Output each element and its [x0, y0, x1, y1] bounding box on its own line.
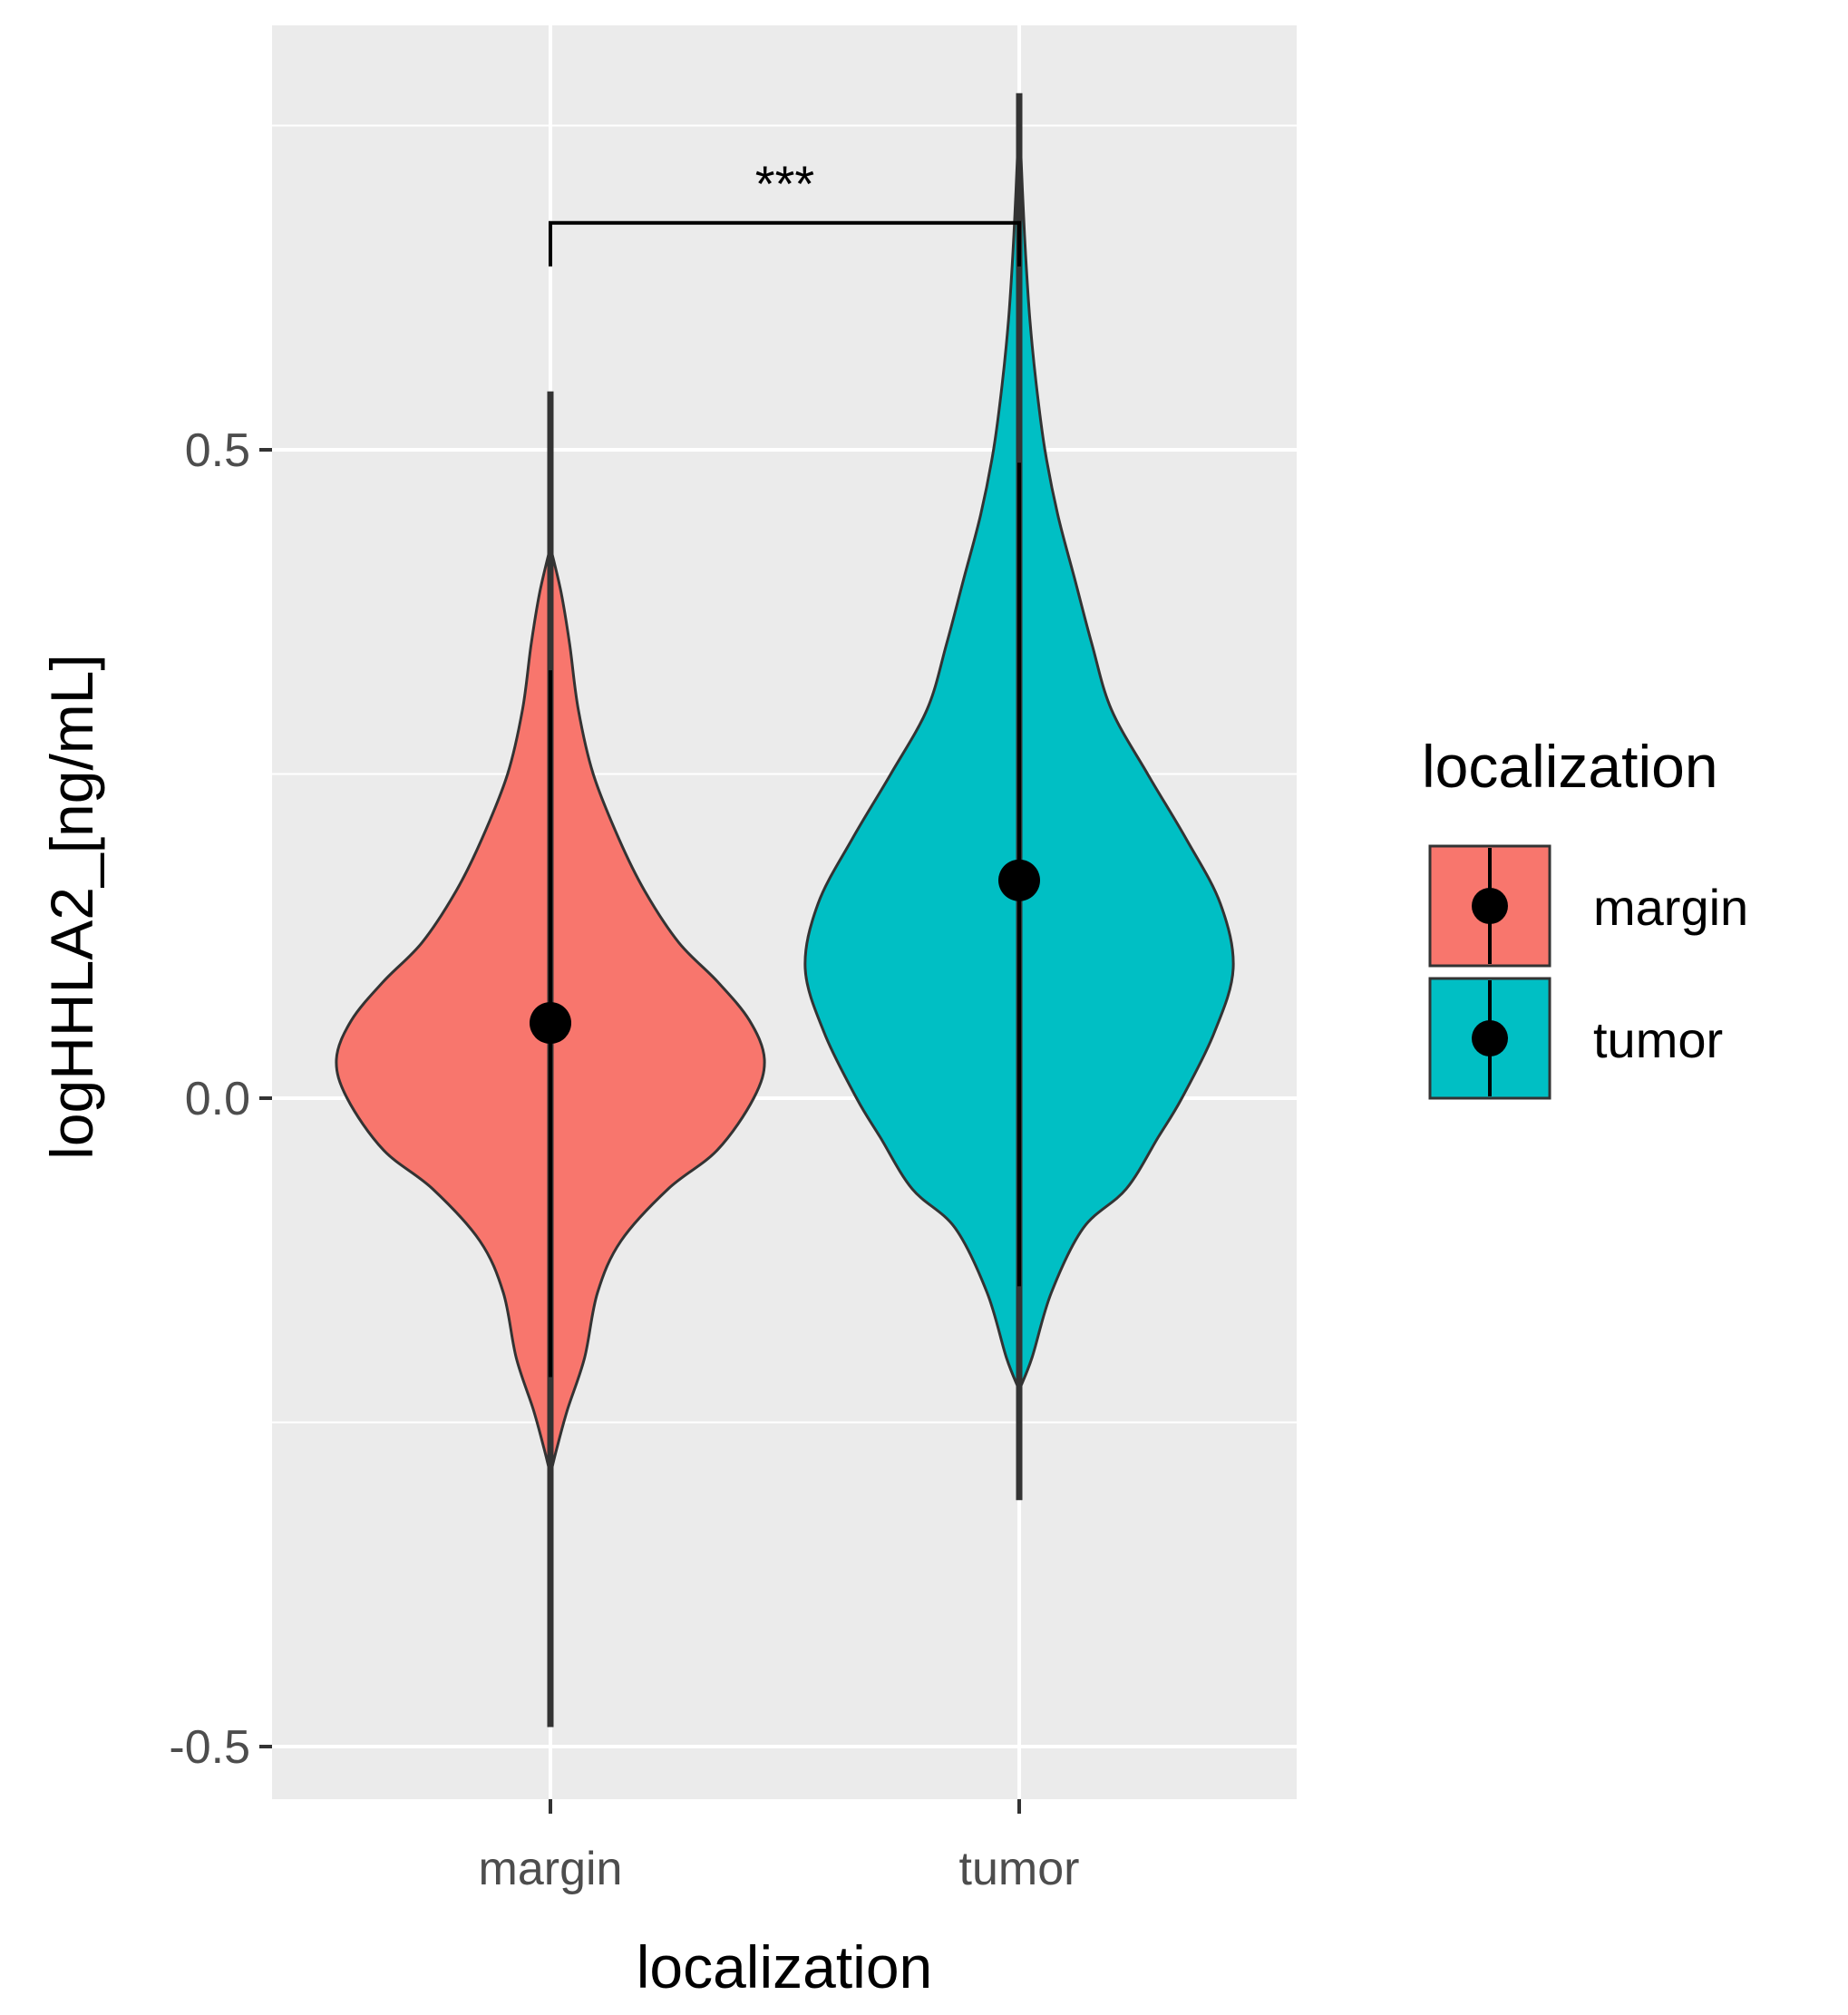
legend-title: localization [1422, 733, 1718, 800]
x-tick-label-margin: margin [479, 1843, 623, 1895]
significance-bracket: *** [549, 155, 1021, 267]
legend-key-margin-point [1472, 888, 1508, 924]
violin-group-margin [335, 391, 766, 1728]
axis-ticks: -0.5 0.0 0.5 margin tumor [169, 424, 1079, 1895]
legend-entry-tumor: tumor [1428, 977, 1723, 1100]
bracket-line [549, 220, 1021, 267]
violins [335, 92, 1235, 1728]
y-tick-label-2: 0.5 [185, 424, 250, 477]
x-axis-title: localization [637, 1933, 933, 2000]
y-axis-title: logHHLA2_[ng/mL] [38, 654, 105, 1160]
mean-point-margin [530, 1002, 571, 1045]
mean-point-tumor [998, 859, 1040, 901]
y-tick-label-1: 0.0 [185, 1073, 250, 1125]
legend-key-tumor-point [1472, 1020, 1508, 1056]
legend-label-tumor: tumor [1593, 1011, 1723, 1068]
legend-entry-margin: margin [1428, 844, 1748, 968]
violin-group-tumor [803, 92, 1235, 1501]
y-tick-label-0: -0.5 [169, 1721, 250, 1774]
significance-label: *** [755, 155, 814, 212]
legend-label-margin: margin [1593, 879, 1748, 936]
x-tick-label-tumor: tumor [959, 1843, 1080, 1895]
legend: localization margin tumor [1422, 733, 1748, 1100]
